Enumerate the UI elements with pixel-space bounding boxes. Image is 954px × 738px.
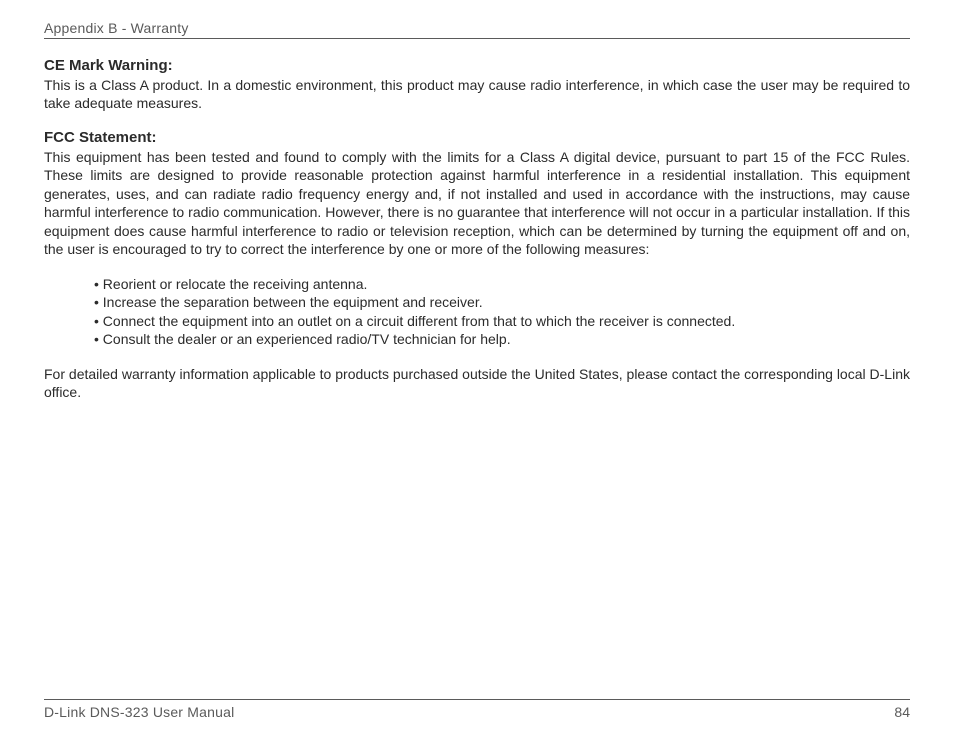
footer-row: D-Link DNS-323 User Manual 84 — [44, 704, 910, 720]
page-footer: D-Link DNS-323 User Manual 84 — [44, 699, 910, 720]
document-page: Appendix B - Warranty CE Mark Warning: T… — [0, 0, 954, 738]
ce-body: This is a Class A product. In a domestic… — [44, 76, 910, 113]
manual-title: D-Link DNS-323 User Manual — [44, 704, 234, 720]
bullet-item: • Consult the dealer or an experienced r… — [94, 330, 910, 348]
closing-body: For detailed warranty information applic… — [44, 365, 910, 402]
fcc-bullet-list: • Reorient or relocate the receiving ant… — [94, 275, 910, 349]
page-number: 84 — [894, 704, 910, 720]
fcc-body: This equipment has been tested and found… — [44, 148, 910, 259]
bullet-item: • Increase the separation between the eq… — [94, 293, 910, 311]
appendix-header: Appendix B - Warranty — [44, 20, 910, 38]
ce-heading: CE Mark Warning: — [44, 57, 910, 74]
fcc-heading: FCC Statement: — [44, 129, 910, 146]
page-content: CE Mark Warning: This is a Class A produ… — [44, 57, 910, 699]
header-rule — [44, 38, 910, 39]
bullet-item: • Reorient or relocate the receiving ant… — [94, 275, 910, 293]
bullet-item: • Connect the equipment into an outlet o… — [94, 312, 910, 330]
footer-rule — [44, 699, 910, 700]
